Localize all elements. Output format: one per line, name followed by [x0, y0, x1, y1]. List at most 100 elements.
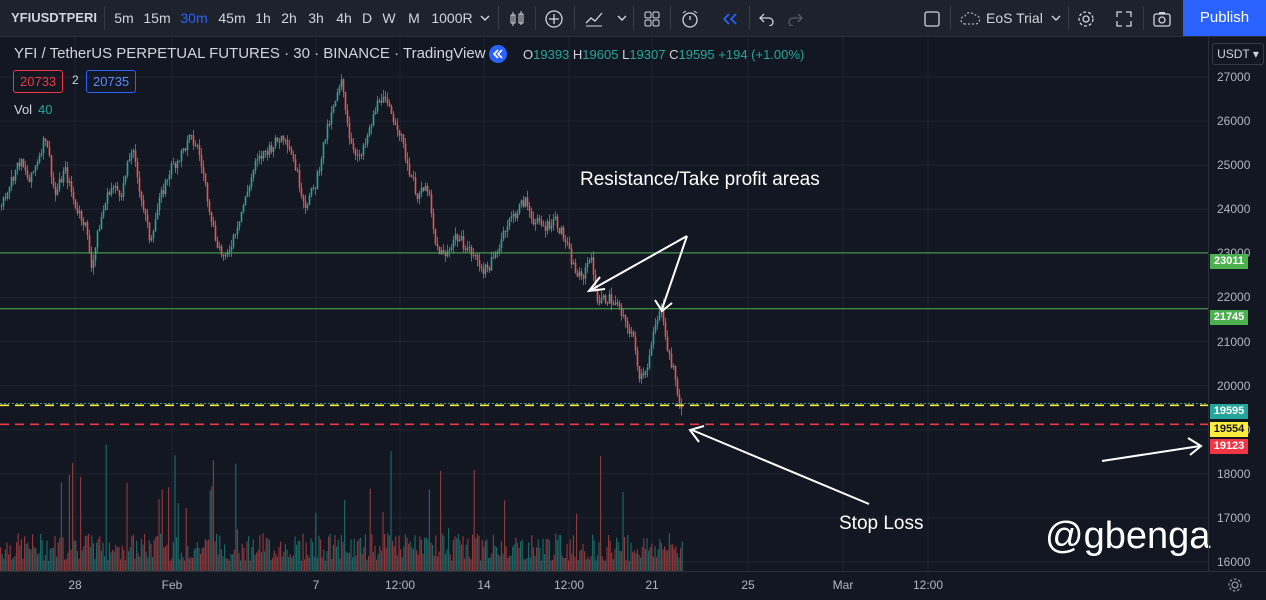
candle-body	[520, 200, 523, 205]
candle-body	[214, 225, 217, 241]
publish-button[interactable]: Publish	[1183, 0, 1266, 36]
candle-body	[380, 100, 383, 103]
volume-bar	[680, 548, 682, 571]
volume-bar	[304, 559, 306, 571]
volume-bar	[675, 546, 677, 571]
candle-body	[240, 211, 243, 222]
candle-body	[166, 179, 169, 181]
candles-icon[interactable]	[503, 0, 531, 36]
interval-1000r[interactable]: 1000R	[431, 10, 473, 26]
symbol-search[interactable]: YFIUSDTPERI	[11, 10, 97, 25]
price-axis[interactable]: USDT ▾ 270002600025000240002300022000210…	[1208, 37, 1266, 571]
volume-bar	[553, 554, 555, 571]
interval-45m[interactable]: 45m	[218, 10, 246, 26]
redo-icon[interactable]	[782, 0, 808, 36]
candle-body	[162, 190, 165, 194]
volume-bar	[257, 550, 259, 571]
chevron-down-icon[interactable]	[614, 0, 630, 36]
volume-bar	[64, 559, 66, 571]
candle-body	[398, 129, 401, 136]
open-value: 19393	[533, 47, 570, 62]
volume-bar	[504, 500, 506, 571]
volume-bar	[593, 540, 595, 571]
volume-bar	[448, 528, 450, 571]
candle-body	[344, 92, 347, 111]
volume-bar	[526, 557, 528, 571]
undo-icon[interactable]	[754, 0, 780, 36]
interval-w[interactable]: W	[382, 10, 396, 26]
volume-bar	[630, 542, 632, 571]
candle-body	[324, 139, 327, 143]
candle-body	[108, 192, 111, 195]
layouts-icon[interactable]	[638, 0, 666, 36]
interval-5m[interactable]: 5m	[114, 10, 134, 26]
interval-m[interactable]: M	[408, 10, 420, 26]
interval-4h[interactable]: 4h	[336, 10, 352, 26]
volume-bar	[328, 536, 330, 571]
candle-body	[378, 100, 381, 102]
time-axis[interactable]: 28 Feb 7 12:00 14 12:00 21 25 Mar 12:00	[0, 571, 1266, 600]
interval-30m[interactable]: 30m	[180, 10, 208, 26]
volume-bar	[68, 474, 70, 571]
volume-bar	[374, 545, 376, 571]
gear-icon[interactable]	[1226, 576, 1244, 599]
volume-bar	[86, 535, 88, 571]
camera-icon[interactable]	[1148, 0, 1176, 36]
candle-body	[630, 331, 633, 334]
chevron-down-icon[interactable]	[1048, 0, 1064, 36]
layout-name[interactable]: EoS Trial	[986, 10, 1043, 26]
volume-bar	[252, 539, 254, 571]
price-tick: 25000	[1217, 158, 1251, 173]
chevron-down-icon[interactable]	[477, 0, 493, 36]
volume-bar	[585, 559, 587, 571]
volume-bar	[235, 463, 237, 571]
gear-icon[interactable]	[1072, 0, 1100, 36]
volume-bar	[281, 556, 283, 571]
volume-bar	[465, 544, 467, 571]
candle-body	[508, 218, 511, 227]
candle-body	[472, 255, 475, 257]
chart-pane[interactable]	[0, 37, 1208, 571]
candle-body	[196, 145, 199, 147]
candle-body	[484, 264, 487, 274]
volume-bar	[54, 535, 56, 571]
volume-bar	[153, 539, 155, 571]
volume-bar	[584, 551, 586, 571]
volume-bar	[275, 553, 277, 571]
cloud-icon[interactable]	[956, 0, 984, 36]
volume-bar	[331, 559, 333, 571]
volume-bar	[459, 540, 461, 571]
candle-body	[360, 155, 363, 157]
indicators-icon[interactable]	[540, 0, 568, 36]
chart-type-icon[interactable]	[580, 0, 608, 36]
volume-bar	[580, 549, 582, 571]
alert-icon[interactable]	[676, 0, 704, 36]
volume-bar	[676, 553, 678, 571]
volume-bar	[572, 535, 574, 571]
candle-body	[132, 150, 135, 153]
candle-body	[466, 247, 469, 251]
volume-bar	[507, 557, 509, 571]
volume-bar	[576, 513, 578, 571]
volume-bar	[468, 556, 470, 571]
interval-d[interactable]: D	[361, 10, 373, 26]
interval-1h[interactable]: 1h	[255, 10, 271, 26]
currency-selector[interactable]: USDT ▾	[1212, 43, 1264, 65]
volume-bar	[198, 547, 200, 571]
replay-icon[interactable]	[716, 0, 744, 36]
rewind-icon[interactable]	[489, 45, 507, 63]
candle-body	[652, 331, 655, 345]
volume-bar	[116, 547, 118, 571]
interval-15m[interactable]: 15m	[143, 10, 171, 26]
interval-2h[interactable]: 2h	[281, 10, 297, 26]
fullscreen-box-icon[interactable]	[920, 0, 944, 36]
candle-body	[174, 163, 177, 169]
candle-body	[266, 151, 269, 155]
expand-icon[interactable]	[1110, 0, 1138, 36]
candle-body	[74, 199, 77, 209]
candle-body	[420, 187, 423, 194]
interval-3h[interactable]: 3h	[308, 10, 324, 26]
sell-price-box[interactable]: 20733	[13, 70, 64, 93]
volume-bar	[182, 556, 184, 571]
buy-price-box[interactable]: 20735	[86, 70, 137, 93]
